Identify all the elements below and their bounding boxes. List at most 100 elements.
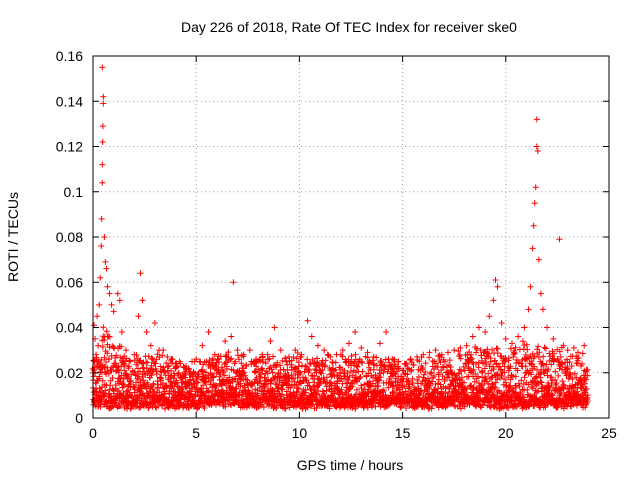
data-point xyxy=(110,308,117,315)
band-point xyxy=(186,394,193,401)
band-point xyxy=(171,405,178,412)
band-point xyxy=(194,379,201,386)
band-point xyxy=(523,355,530,362)
band-point xyxy=(522,363,529,370)
band-point xyxy=(567,371,574,378)
band-point xyxy=(473,361,480,368)
band-point xyxy=(528,371,535,378)
band-point xyxy=(309,356,316,363)
band-point xyxy=(266,355,273,362)
band-point xyxy=(220,368,227,375)
band-point xyxy=(517,395,524,402)
band-point xyxy=(332,359,339,366)
band-point xyxy=(102,358,109,365)
band-point xyxy=(462,385,469,392)
band-point xyxy=(484,346,491,353)
band-point xyxy=(136,405,143,412)
band-point xyxy=(334,383,341,390)
band-point xyxy=(550,356,557,363)
band-point xyxy=(293,355,300,362)
data-point xyxy=(172,360,179,367)
band-point xyxy=(435,376,442,383)
data-point xyxy=(494,283,501,290)
band-point xyxy=(487,358,494,365)
band-point xyxy=(278,385,285,392)
band-point xyxy=(131,384,138,391)
band-point xyxy=(438,367,445,374)
band-point xyxy=(335,394,342,401)
data-point xyxy=(103,265,110,272)
data-point xyxy=(333,351,340,358)
band-point xyxy=(441,378,448,385)
band-point xyxy=(352,351,359,358)
band-point xyxy=(421,371,428,378)
band-point xyxy=(505,355,512,362)
band-point xyxy=(339,391,346,398)
band-point xyxy=(115,369,122,376)
band-point xyxy=(302,389,309,396)
band-point xyxy=(306,367,313,374)
band-point xyxy=(154,385,161,392)
band-point xyxy=(395,365,402,372)
band-point xyxy=(148,362,155,369)
band-point xyxy=(143,359,150,366)
band-point xyxy=(541,370,548,377)
band-point xyxy=(535,354,542,361)
band-point xyxy=(485,370,492,377)
band-point xyxy=(522,404,529,411)
band-point xyxy=(332,366,339,373)
band-point xyxy=(101,337,108,344)
band-point xyxy=(282,370,289,377)
data-point xyxy=(534,148,541,155)
band-point xyxy=(112,354,119,361)
band-point xyxy=(561,382,568,389)
band-point xyxy=(344,370,351,377)
data-point xyxy=(564,347,571,354)
band-point xyxy=(348,362,355,369)
band-point xyxy=(109,374,116,381)
data-point xyxy=(99,123,106,130)
data-point xyxy=(164,353,171,360)
data-point xyxy=(131,351,138,358)
band-point xyxy=(568,363,575,370)
data-point xyxy=(215,356,222,363)
band-point xyxy=(112,360,119,367)
band-point xyxy=(528,383,535,390)
band-point xyxy=(215,366,222,373)
band-point xyxy=(481,365,488,372)
x-tick-label: 10 xyxy=(292,425,308,441)
band-point xyxy=(251,379,258,386)
band-point xyxy=(511,350,518,357)
band-point xyxy=(375,383,382,390)
band-point xyxy=(492,379,499,386)
band-point xyxy=(261,374,268,381)
band-point xyxy=(277,362,284,369)
data-point xyxy=(94,313,101,320)
band-point xyxy=(166,390,173,397)
data-point xyxy=(486,313,493,320)
band-point xyxy=(359,359,366,366)
y-tick-label: 0.08 xyxy=(56,229,83,245)
band-point xyxy=(295,359,302,366)
band-point xyxy=(556,348,563,355)
data-point xyxy=(469,333,476,340)
band-point xyxy=(185,380,192,387)
band-point xyxy=(390,382,397,389)
band-point xyxy=(348,380,355,387)
band-point xyxy=(424,401,431,408)
band-point xyxy=(359,368,366,375)
band-point xyxy=(524,346,531,353)
band-point xyxy=(503,391,510,398)
band-point xyxy=(242,376,249,383)
band-point xyxy=(457,405,464,412)
band-point xyxy=(208,400,215,407)
band-point xyxy=(210,373,217,380)
band-point xyxy=(295,385,302,392)
data-point xyxy=(438,351,445,358)
data-point xyxy=(560,342,567,349)
data-point xyxy=(98,215,105,222)
data-point xyxy=(364,349,371,356)
band-point xyxy=(311,373,318,380)
band-point xyxy=(549,392,556,399)
